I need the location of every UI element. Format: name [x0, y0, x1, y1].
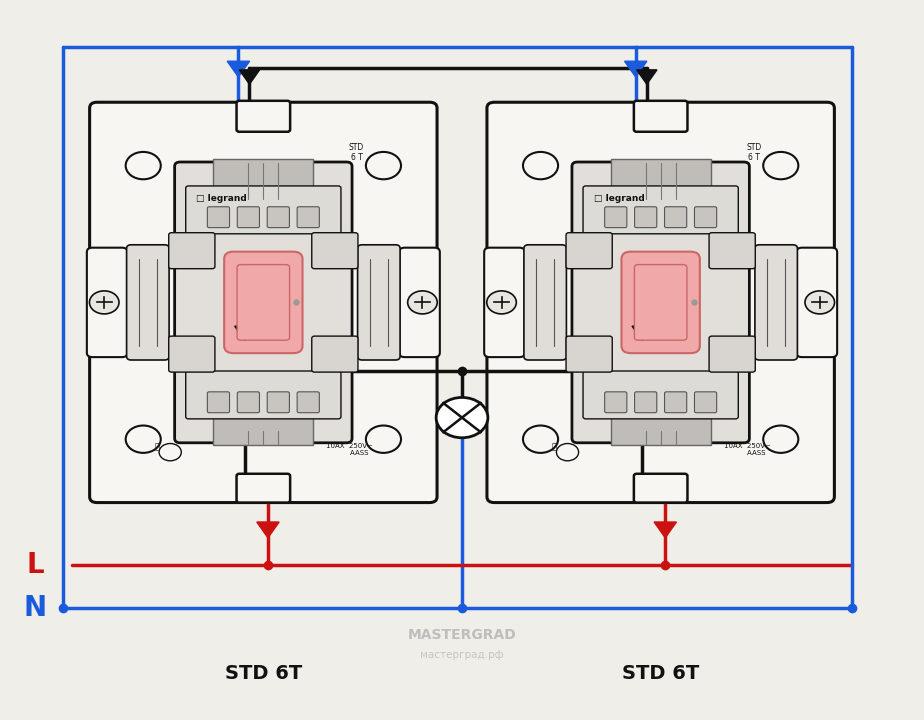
FancyBboxPatch shape [635, 207, 657, 228]
Circle shape [126, 426, 161, 453]
FancyBboxPatch shape [622, 252, 699, 353]
FancyBboxPatch shape [709, 233, 755, 269]
FancyBboxPatch shape [634, 474, 687, 503]
FancyBboxPatch shape [213, 159, 313, 199]
Circle shape [805, 291, 834, 314]
FancyBboxPatch shape [267, 207, 289, 228]
FancyBboxPatch shape [566, 336, 613, 372]
Circle shape [436, 397, 488, 438]
Text: L: L [26, 552, 44, 579]
Text: STD 6T: STD 6T [622, 664, 699, 683]
FancyBboxPatch shape [399, 248, 440, 357]
Polygon shape [654, 522, 676, 538]
FancyBboxPatch shape [604, 392, 626, 413]
FancyBboxPatch shape [237, 265, 289, 340]
Circle shape [407, 291, 437, 314]
FancyBboxPatch shape [87, 248, 128, 357]
FancyBboxPatch shape [207, 392, 229, 413]
FancyBboxPatch shape [237, 392, 260, 413]
Text: N: N [23, 595, 47, 622]
FancyBboxPatch shape [634, 101, 687, 132]
FancyBboxPatch shape [635, 392, 657, 413]
Polygon shape [257, 522, 279, 538]
FancyBboxPatch shape [213, 406, 313, 446]
FancyBboxPatch shape [664, 207, 687, 228]
FancyBboxPatch shape [583, 186, 738, 234]
Text: STD
6 T: STD 6 T [349, 143, 364, 162]
FancyBboxPatch shape [207, 207, 229, 228]
Text: мастерград.рф: мастерград.рф [420, 650, 504, 660]
FancyBboxPatch shape [611, 159, 711, 199]
Text: ⚿: ⚿ [552, 443, 557, 452]
FancyBboxPatch shape [169, 233, 215, 269]
FancyBboxPatch shape [169, 336, 215, 372]
FancyBboxPatch shape [484, 248, 525, 357]
FancyBboxPatch shape [186, 371, 341, 419]
Polygon shape [239, 70, 260, 84]
Text: □ legrand: □ legrand [197, 194, 247, 203]
FancyBboxPatch shape [755, 245, 797, 360]
FancyBboxPatch shape [237, 207, 260, 228]
Circle shape [126, 152, 161, 179]
FancyBboxPatch shape [566, 233, 613, 269]
FancyBboxPatch shape [311, 336, 358, 372]
FancyBboxPatch shape [225, 252, 302, 353]
FancyBboxPatch shape [358, 245, 400, 360]
FancyBboxPatch shape [572, 162, 749, 443]
Circle shape [366, 426, 401, 453]
FancyBboxPatch shape [311, 233, 358, 269]
FancyBboxPatch shape [186, 186, 341, 234]
FancyBboxPatch shape [487, 102, 834, 503]
Polygon shape [632, 326, 652, 341]
Polygon shape [235, 326, 255, 341]
FancyBboxPatch shape [635, 265, 687, 340]
FancyBboxPatch shape [237, 101, 290, 132]
FancyBboxPatch shape [524, 245, 566, 360]
Circle shape [763, 426, 798, 453]
FancyBboxPatch shape [175, 162, 352, 443]
FancyBboxPatch shape [695, 392, 717, 413]
Text: MASTERGRAD: MASTERGRAD [407, 628, 517, 642]
FancyBboxPatch shape [796, 248, 837, 357]
FancyBboxPatch shape [611, 406, 711, 446]
FancyBboxPatch shape [709, 336, 755, 372]
FancyBboxPatch shape [604, 207, 626, 228]
Circle shape [487, 291, 517, 314]
Text: ⚿: ⚿ [154, 443, 160, 452]
Circle shape [523, 152, 558, 179]
Text: 10AX  250V~
        AASS: 10AX 250V~ AASS [326, 443, 373, 456]
FancyBboxPatch shape [127, 245, 169, 360]
Polygon shape [625, 61, 647, 77]
Circle shape [90, 291, 119, 314]
FancyBboxPatch shape [695, 207, 717, 228]
FancyBboxPatch shape [237, 474, 290, 503]
Polygon shape [227, 61, 249, 77]
FancyBboxPatch shape [583, 371, 738, 419]
Circle shape [763, 152, 798, 179]
Circle shape [366, 152, 401, 179]
Text: STD 6T: STD 6T [225, 664, 302, 683]
FancyBboxPatch shape [267, 392, 289, 413]
FancyBboxPatch shape [298, 207, 320, 228]
Text: STD
6 T: STD 6 T [747, 143, 761, 162]
FancyBboxPatch shape [664, 392, 687, 413]
FancyBboxPatch shape [298, 392, 320, 413]
Text: □ legrand: □ legrand [594, 194, 644, 203]
Polygon shape [637, 70, 657, 84]
Text: 10AX  250V~
        AASS: 10AX 250V~ AASS [723, 443, 771, 456]
Circle shape [523, 426, 558, 453]
FancyBboxPatch shape [90, 102, 437, 503]
